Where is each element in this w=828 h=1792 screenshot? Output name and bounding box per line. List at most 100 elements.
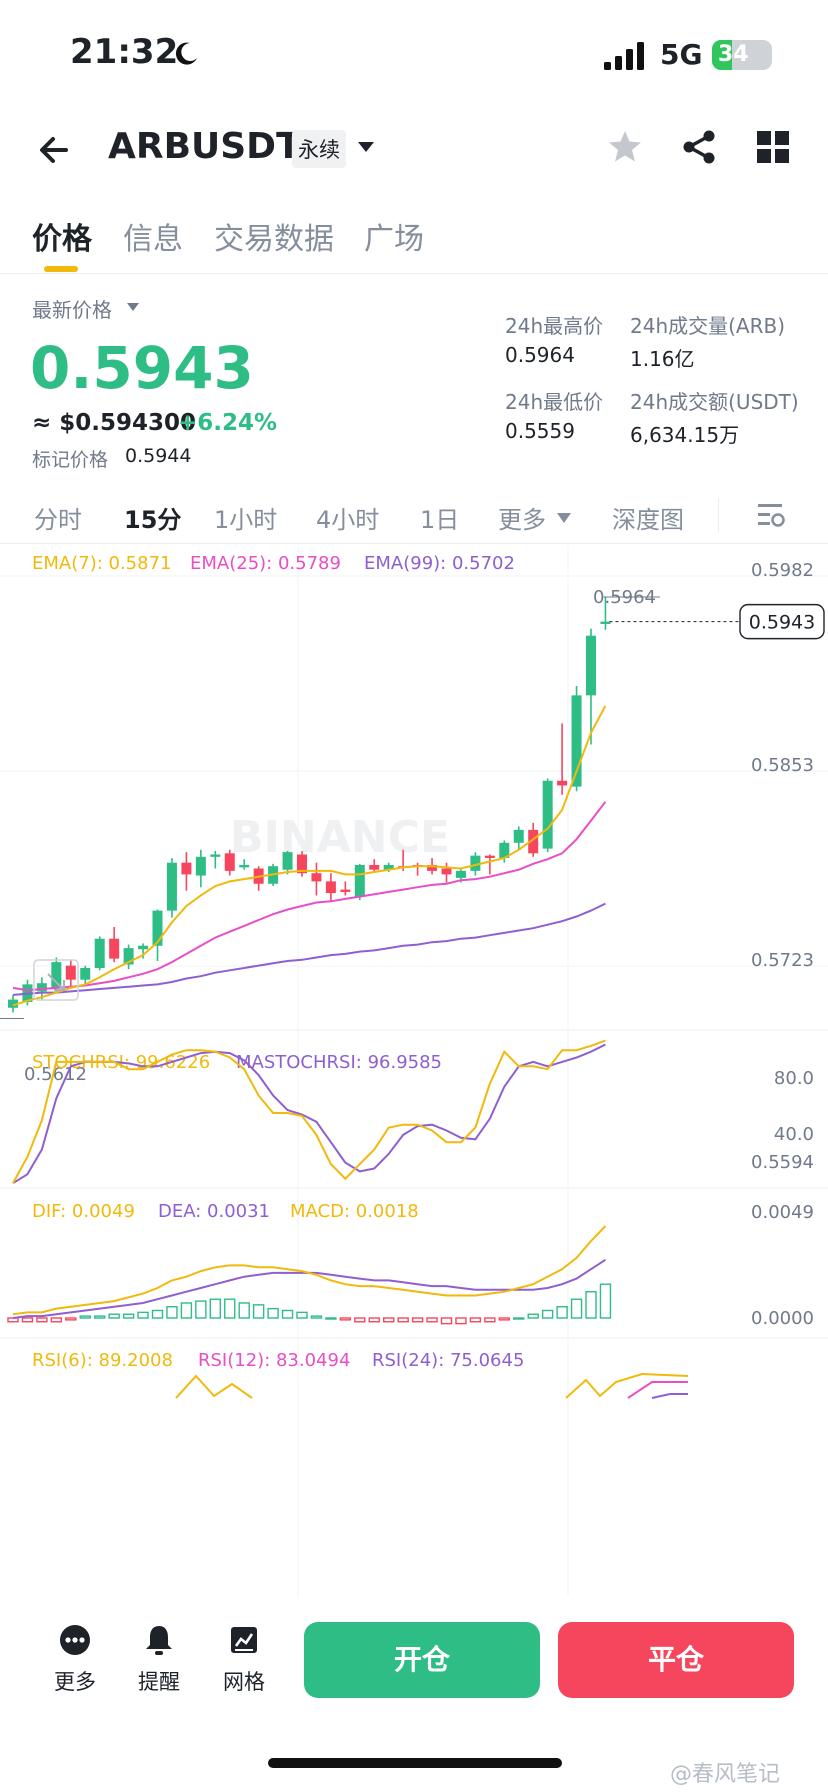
last-price-label[interactable]: 最新价格: [32, 298, 112, 322]
interval-1h[interactable]: 1小时: [214, 506, 278, 534]
divider: [718, 498, 719, 532]
tab-trade-data[interactable]: 交易数据: [214, 222, 334, 257]
dif-line: [12, 1225, 607, 1316]
mastochrsi-label: MASTOCHRSI: 96.9585: [236, 1052, 442, 1073]
expand-box-icon: [33, 959, 79, 1001]
macd-bar: [224, 1298, 236, 1319]
low-marker-label: 0.5612: [24, 1064, 87, 1085]
macd-bar: [209, 1298, 222, 1319]
candle: [513, 829, 524, 843]
network-type: 5G: [660, 38, 703, 71]
contract-tag: 永续: [292, 130, 346, 168]
macd-bar: [21, 1317, 34, 1323]
candle: [557, 780, 568, 786]
tab-square[interactable]: 广场: [364, 222, 424, 257]
header: ARBUSDT 永续: [0, 110, 828, 190]
macd-bar: [383, 1317, 395, 1323]
kline-chart[interactable]: BINANCE EMA(7): 0.5871 EMA(25): 0.5789 EMA(…: [0, 546, 828, 1596]
chart-settings-icon[interactable]: [756, 500, 786, 530]
low-label: 24h最低价: [505, 390, 604, 414]
candle: [282, 852, 293, 870]
candle: [195, 856, 206, 876]
rsi12-line: [627, 1381, 688, 1399]
alert-button[interactable]: 提醒: [124, 1624, 194, 1714]
rsi12-label: RSI(12): 83.0494: [198, 1350, 350, 1371]
macd-bar: [498, 1317, 510, 1321]
ema25-label: EMA(25): 0.5789: [190, 553, 341, 574]
macd-bar: [513, 1317, 525, 1320]
tab-price[interactable]: 价格: [32, 222, 92, 257]
close-position-button[interactable]: 平仓: [558, 1622, 794, 1698]
macd-bar: [397, 1317, 409, 1323]
macd-bar: [368, 1317, 380, 1323]
last-price: 0.5943: [30, 334, 254, 402]
volume-label: 24h成交量(ARB): [630, 314, 786, 338]
macd-bar: [7, 1317, 19, 1323]
candle: [441, 868, 452, 875]
alert-label: 提醒: [138, 1670, 180, 1694]
interval-15m[interactable]: 15分: [124, 506, 182, 534]
macd-label: MACD: 0.0018: [290, 1201, 419, 1222]
grid-trade-icon: [231, 1627, 257, 1653]
bell-icon: [146, 1626, 172, 1655]
candle: [340, 889, 351, 892]
macd-bar: [180, 1302, 193, 1319]
candle: [181, 862, 192, 875]
chevron-down-icon[interactable]: [556, 512, 572, 524]
mark-price-label: 标记价格: [32, 449, 109, 471]
status-time: 21:32: [70, 32, 179, 72]
macd-bar: [36, 1317, 48, 1323]
volume-value: 1.16亿: [630, 347, 695, 371]
rsi24-line: [651, 1393, 688, 1399]
interval-bar: 分时 15分 1小时 4小时 1日 更多 深度图: [0, 490, 828, 544]
signal-icon: [604, 42, 644, 70]
open-position-button[interactable]: 开仓: [304, 1622, 540, 1698]
stochrsi-line: [12, 1039, 606, 1184]
back-arrow-icon[interactable]: [34, 130, 74, 170]
candle: [383, 865, 394, 870]
price-axis-label: 0.5982: [751, 560, 814, 581]
battery-level: 34: [718, 42, 749, 67]
symbol-title[interactable]: ARBUSDT: [108, 126, 301, 167]
macd-bar: [469, 1317, 482, 1323]
ema25-line: [12, 801, 607, 992]
interval-time-share[interactable]: 分时: [34, 506, 82, 534]
status-bar: 21:32 5G 34: [0, 0, 828, 110]
low-value: 0.5559: [505, 419, 575, 443]
macd-bar: [484, 1317, 496, 1323]
candle: [8, 999, 18, 1008]
candle: [224, 853, 235, 871]
interval-4h[interactable]: 4小时: [316, 506, 380, 534]
macd-bar: [122, 1313, 135, 1319]
high-label: 24h最高价: [505, 314, 604, 338]
main-tabs: 价格 信息 交易数据 广场: [0, 210, 828, 274]
caret-down-icon[interactable]: [126, 302, 140, 312]
macd-bar: [455, 1317, 467, 1325]
macd-bar: [238, 1302, 250, 1319]
chevron-down-icon[interactable]: [357, 140, 375, 154]
star-icon[interactable]: [606, 128, 644, 166]
ema7-line: [12, 705, 607, 1007]
kline-chart-svg[interactable]: BINANCE EMA(7): 0.5871 EMA(25): 0.5789 EMA(…: [0, 546, 828, 1596]
more-button[interactable]: 更多: [40, 1624, 110, 1714]
candle: [427, 865, 438, 871]
interval-more[interactable]: 更多: [498, 506, 546, 534]
candle: [65, 965, 76, 980]
grid-trade-button[interactable]: 网格: [209, 1624, 279, 1714]
macd-bar: [599, 1283, 612, 1319]
amount-value: 6,634.15万: [630, 423, 740, 447]
interval-1d[interactable]: 1日: [420, 506, 460, 534]
share-icon[interactable]: [680, 128, 718, 166]
macd-bar: [93, 1315, 106, 1319]
macd-bar: [325, 1317, 337, 1320]
candle: [325, 881, 336, 894]
candle: [138, 945, 149, 950]
home-indicator[interactable]: [268, 1758, 562, 1768]
grid-icon[interactable]: [756, 130, 790, 164]
macd-bar: [556, 1306, 568, 1319]
depth-chart-tab[interactable]: 深度图: [612, 506, 684, 534]
macd-bar: [354, 1317, 366, 1323]
macd-bar: [310, 1315, 323, 1319]
macd-bar: [426, 1317, 438, 1323]
tab-info[interactable]: 信息: [123, 222, 183, 257]
